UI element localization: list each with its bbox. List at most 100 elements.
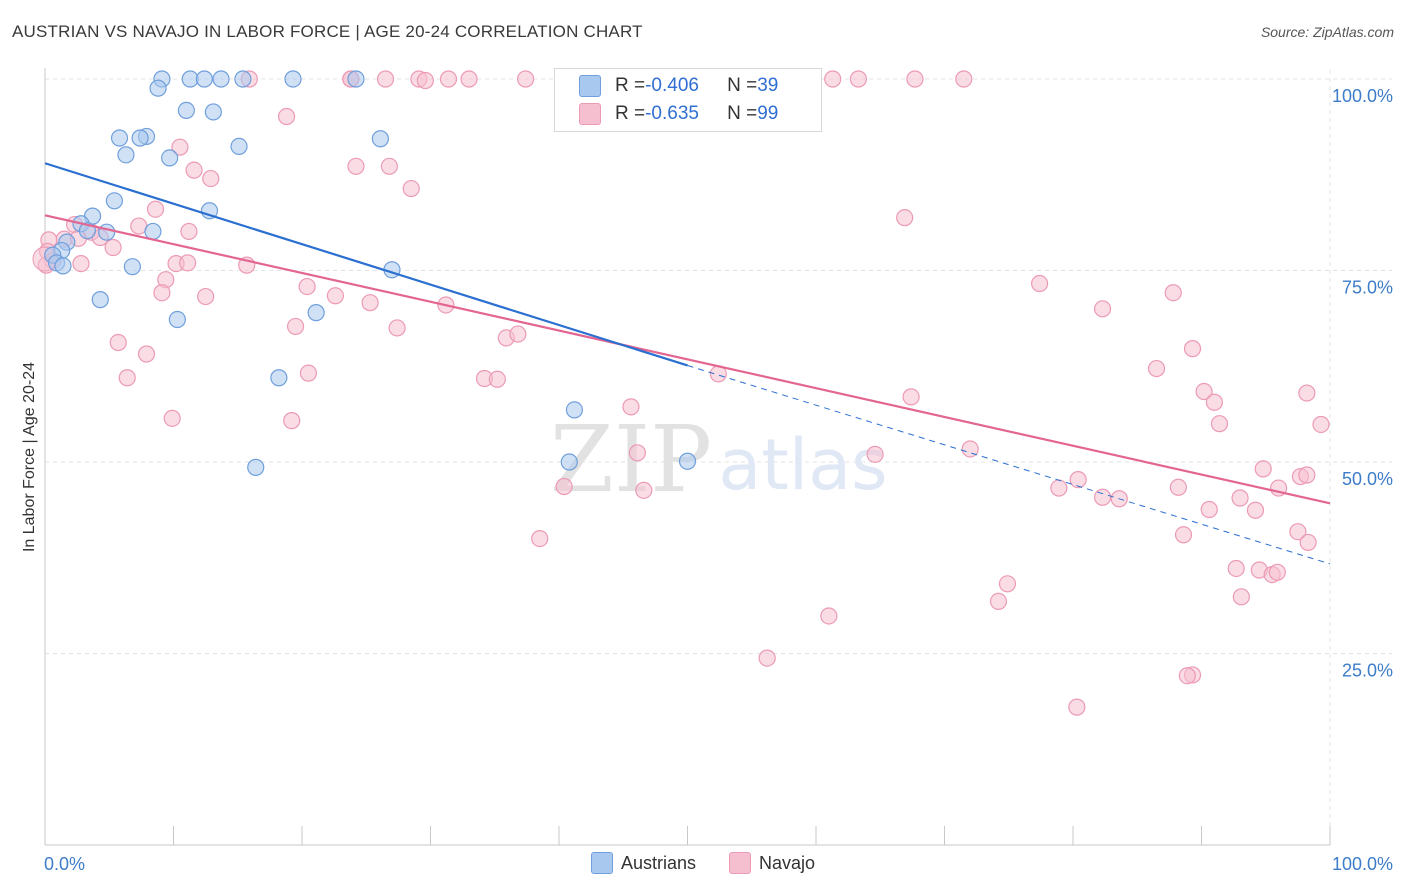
legend-label-navajo: Navajo [759, 852, 816, 873]
austrians-point [110, 129, 129, 147]
grid-lines [45, 70, 1392, 845]
stats-row-navajo: R = -0.635 N = 99 [555, 100, 778, 128]
legend-swatch-navajo [729, 852, 752, 874]
navajo-point [388, 319, 406, 337]
navajo-points [32, 70, 1330, 716]
austrians-point [161, 149, 179, 167]
navajo-point [906, 70, 924, 88]
y-tick-label: 50.0% [1342, 469, 1393, 489]
navajo-point [1030, 274, 1049, 293]
n-label: N = [727, 103, 758, 124]
navajo-swatch [579, 103, 601, 125]
y-axis-label: In Labor Force | Age 20-24 [21, 362, 38, 552]
navajo-point [628, 444, 646, 462]
n-label: N = [727, 75, 758, 96]
y-tick-label: 75.0% [1342, 278, 1393, 298]
navajo-point [299, 364, 318, 382]
navajo-point [72, 255, 90, 273]
navajo-point [1093, 488, 1112, 506]
navajo-point [1174, 526, 1193, 544]
navajo-point [460, 70, 478, 88]
legend-item-navajo[interactable]: Navajo [729, 852, 815, 874]
legend-swatch-austrians [590, 852, 613, 874]
navajo-point [1200, 500, 1218, 519]
navajo-point [1312, 415, 1330, 434]
navajo-point [286, 317, 305, 336]
y-tick-label: 25.0% [1342, 661, 1393, 681]
navajo-point [1147, 359, 1166, 378]
austrians-point [204, 103, 222, 121]
navajo-point [1178, 667, 1196, 685]
navajo-point [1227, 559, 1245, 578]
navajo-point [1231, 489, 1249, 507]
austrians-point [371, 130, 389, 148]
austrians-point [560, 453, 578, 471]
navajo-point [1195, 382, 1213, 401]
navajo-point [824, 70, 842, 88]
austrians-point [247, 458, 265, 476]
legend-label-austrians: Austrians [620, 852, 696, 873]
tick-labels: 25.0% 50.0% 75.0% 100.0% 0.0% 100.0% [44, 86, 1393, 874]
watermark-atlas: atlas [718, 424, 887, 506]
navajo-point [961, 440, 979, 458]
legend-item-austrians[interactable]: Austrians [590, 852, 696, 874]
navajo-point [955, 70, 973, 88]
navajo-point [137, 345, 156, 363]
navajo-point [1232, 588, 1250, 606]
navajo-point [1205, 393, 1223, 411]
navajo-point [283, 412, 301, 430]
watermark: ZIP atlas [550, 406, 888, 513]
austrians-point [195, 70, 213, 88]
navajo-point [998, 575, 1017, 593]
navajo-point [197, 287, 215, 306]
austrians-point [270, 369, 288, 387]
x-tick-label: 0.0% [44, 854, 85, 874]
navajo-point [146, 200, 165, 218]
navajo-point [202, 169, 220, 188]
navajo-point [118, 369, 136, 387]
austrians-point [144, 222, 162, 241]
navajo-point [1164, 284, 1182, 302]
navajo-point [1299, 533, 1317, 552]
navajo-point [555, 477, 573, 496]
navajo-point [902, 388, 920, 406]
austrians-point [91, 291, 109, 309]
navajo-point [298, 277, 316, 296]
austrians-point [54, 257, 72, 275]
austrians-point [307, 304, 325, 322]
navajo-point [1298, 384, 1316, 402]
austrians-point [234, 70, 252, 88]
navajo-point [1183, 340, 1202, 358]
navajo-point [1298, 466, 1316, 484]
austrians-point [565, 401, 584, 419]
stats-row-austrians: R = -0.406 N = 39 [555, 72, 778, 100]
austrians-swatch [579, 75, 601, 97]
r-value: -0.635 [645, 103, 699, 124]
austrians-point [123, 258, 141, 276]
navajo-point [622, 398, 640, 416]
navajo-point [185, 161, 203, 179]
navajo-point [531, 529, 549, 548]
austrians-point [284, 70, 302, 88]
navajo-point [820, 607, 838, 625]
austrians-point [105, 192, 123, 210]
navajo-point [380, 157, 398, 175]
r-value: -0.406 [645, 75, 699, 96]
legend: Austrians Navajo [0, 852, 1406, 879]
navajo-point [153, 284, 171, 302]
chart-title: AUSTRIAN VS NAVAJO IN LABOR FORCE | AGE … [12, 22, 643, 41]
navajo-point [1050, 479, 1068, 497]
navajo-point [326, 287, 345, 305]
n-value: 39 [757, 75, 779, 96]
austrians-point [117, 146, 135, 164]
navajo-point [1169, 478, 1187, 496]
r-label: R = [615, 103, 646, 124]
austrians-point [168, 310, 186, 329]
navajo-point [277, 107, 296, 126]
navajo-point [171, 138, 189, 156]
navajo-point [849, 70, 868, 88]
navajo-point [1268, 563, 1286, 581]
navajo-point [163, 409, 181, 427]
navajo-point [509, 325, 527, 343]
